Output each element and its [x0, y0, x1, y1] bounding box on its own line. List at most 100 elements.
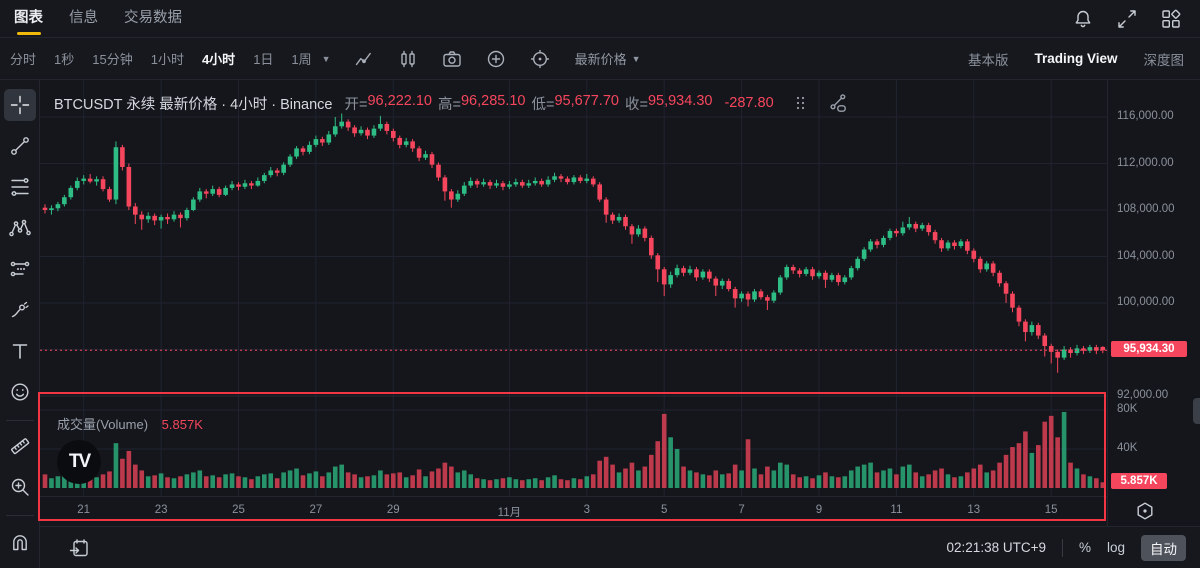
- chart-mode-基本版[interactable]: 基本版: [967, 52, 1009, 68]
- price-axis-label: 116,000.00: [1117, 110, 1174, 122]
- top-tabs: 图表 信息 交易数据: [0, 0, 182, 38]
- latest-price-dropdown[interactable]: 最新价格 ▼: [575, 49, 641, 68]
- interval-buttons: 分时 1秒 15分钟 1小时 4小时 1日 1周: [0, 49, 312, 68]
- tool-brush-icon[interactable]: [4, 294, 36, 326]
- interval-button-1日[interactable]: 1日: [253, 52, 274, 67]
- candlestick-chart: [40, 80, 1107, 526]
- tool-crosshair-icon[interactable]: [3, 89, 36, 121]
- interval-button-1小时[interactable]: 1小时: [150, 52, 184, 67]
- chart-canvas[interactable]: [40, 80, 1107, 526]
- chevron-down-icon: ▼: [631, 53, 641, 64]
- percent-scale-button[interactable]: %: [1078, 540, 1091, 555]
- bottom-toolbar: 02:21:38 UTC+9 % log 自动: [40, 526, 1200, 568]
- tool-xabcd-pattern-icon[interactable]: [4, 212, 36, 244]
- current-volume-badge: 5.857K: [1111, 473, 1167, 490]
- sidebar-divider: [5, 515, 34, 516]
- ohlc-value: 96,285.10: [460, 92, 526, 109]
- ohlc-value: 95,934.30: [647, 92, 713, 109]
- date-axis-label: 5: [660, 504, 668, 516]
- drawing-object-icon[interactable]: [826, 92, 848, 114]
- date-axis-label: 13: [967, 504, 981, 516]
- volume-axis-label: 40K: [1117, 442, 1138, 454]
- notifications-icon[interactable]: [1072, 8, 1094, 30]
- date-axis-label: 9: [815, 504, 823, 516]
- current-price-badge: 95,934.30: [1111, 341, 1187, 358]
- volume-value: 5.857K: [161, 417, 203, 432]
- date-axis-label: 15: [1044, 504, 1058, 516]
- chart-toolbar: 分时 1秒 15分钟 1小时 4小时 1日 1周 ▼ 最新价格 ▼ 基本版 Trading V…: [0, 38, 1200, 80]
- scale-controls: 02:21:38 UTC+9 % log 自动: [946, 534, 1186, 561]
- price-axis[interactable]: 95,934.30 5.857K 116,000.00 112,000.00 108…: [1107, 80, 1200, 526]
- date-axis-label: 11月: [497, 507, 522, 519]
- log-scale-button[interactable]: log: [1106, 540, 1125, 555]
- date-axis-label: 11: [890, 504, 903, 516]
- top-tab-图表[interactable]: 图表: [14, 0, 43, 38]
- tool-magnet-icon[interactable]: [4, 526, 36, 558]
- drawing-tools-sidebar: [0, 80, 40, 568]
- interval-button-4小时[interactable]: 4小时: [201, 52, 236, 67]
- tool-trend-line-icon[interactable]: [4, 130, 36, 162]
- go-to-date-icon[interactable]: [68, 537, 90, 559]
- chart-mode-深度图[interactable]: 深度图: [1143, 52, 1185, 68]
- volume-legend: 成交量(Volume) 5.857K: [57, 414, 203, 433]
- screenshot-icon[interactable]: [441, 48, 463, 70]
- interval-button-1秒[interactable]: 1秒: [54, 52, 75, 67]
- tool-text-icon[interactable]: [4, 335, 36, 367]
- date-axis[interactable]: 21 23 25 27 29 11月 3 5 7 9 11 13 15: [40, 496, 1107, 526]
- date-axis-label: 21: [77, 504, 91, 516]
- ohlc-value: 95,677.70: [554, 92, 619, 109]
- fullscreen-icon[interactable]: [1116, 8, 1138, 30]
- tool-ruler-icon[interactable]: [4, 430, 36, 462]
- tool-fib-retracement-icon[interactable]: [4, 171, 36, 203]
- interval-button-1周[interactable]: 1周: [291, 52, 312, 67]
- interval-button-15分钟[interactable]: 15分钟: [92, 52, 133, 67]
- chart-mode-tabs: 基本版 Trading View 深度图: [968, 49, 1184, 69]
- date-axis-label: 23: [154, 504, 168, 516]
- tool-projection-icon[interactable]: [4, 253, 36, 285]
- latest-price-label: 最新价格: [574, 52, 627, 67]
- price-axis-label: 108,000.00: [1117, 203, 1175, 215]
- pane-resize-handle[interactable]: [1193, 398, 1200, 424]
- top-tab-bar: 图表 信息 交易数据: [0, 0, 1200, 38]
- ohlc-label: 高=: [438, 96, 461, 113]
- axis-settings-icon[interactable]: [1134, 500, 1156, 522]
- top-tab-信息[interactable]: 信息: [69, 9, 98, 26]
- divider: [1061, 538, 1063, 557]
- date-axis-label: 3: [583, 504, 590, 516]
- tool-emoji-icon[interactable]: [4, 376, 36, 408]
- price-axis-label: 104,000.00: [1117, 249, 1175, 262]
- ohlc-label: 低=: [531, 96, 555, 113]
- price-change: -287.80: [724, 95, 774, 111]
- interval-dropdown-caret[interactable]: ▼: [321, 53, 331, 64]
- indicators-icon[interactable]: [353, 48, 375, 70]
- ohlc-label: 开=: [344, 96, 368, 113]
- ohlc-value: 96,222.10: [367, 92, 432, 109]
- settings-target-icon[interactable]: [529, 48, 551, 70]
- price-axis-label: 100,000.00: [1117, 296, 1175, 308]
- top-tab-交易数据[interactable]: 交易数据: [124, 9, 182, 26]
- date-axis-label: 7: [738, 504, 745, 516]
- add-icon[interactable]: [485, 48, 507, 70]
- volume-axis-label: 80K: [1117, 403, 1138, 415]
- date-axis-label: 25: [232, 504, 245, 516]
- tool-zoom-in-icon[interactable]: [4, 471, 36, 503]
- interval-button-分时[interactable]: 分时: [10, 52, 37, 67]
- legend-tools: [790, 92, 848, 114]
- price-axis-label: 112,000.00: [1117, 156, 1174, 169]
- drag-handle-icon[interactable]: [790, 92, 812, 114]
- tradingview-logo[interactable]: TV: [57, 440, 101, 484]
- ohlc-values: 开= 96,222.10 高= 96,285.10 低= 95,677.70 收= 95,93…: [339, 93, 713, 114]
- date-axis-label: 29: [386, 504, 400, 516]
- auto-scale-button[interactable]: 自动: [1141, 534, 1186, 561]
- chart-legend: BTCUSDT 永续 最新价格 · 4小时 · Binance 开= 96,222…: [54, 92, 848, 114]
- ohlc-label: 收=: [624, 96, 648, 113]
- price-axis-label: 92,000.00: [1117, 389, 1169, 401]
- candle-style-icon[interactable]: [397, 48, 419, 70]
- symbol-title: BTCUSDT 永续 最新价格 · 4小时 · Binance: [54, 96, 333, 113]
- sidebar-divider: [5, 420, 34, 421]
- topbar-icons: [1072, 8, 1182, 30]
- widgets-icon[interactable]: [1160, 8, 1182, 30]
- date-axis-label: 27: [309, 504, 323, 516]
- clock[interactable]: 02:21:38 UTC+9: [946, 540, 1046, 555]
- chart-mode-Trading View[interactable]: Trading View: [1034, 51, 1118, 66]
